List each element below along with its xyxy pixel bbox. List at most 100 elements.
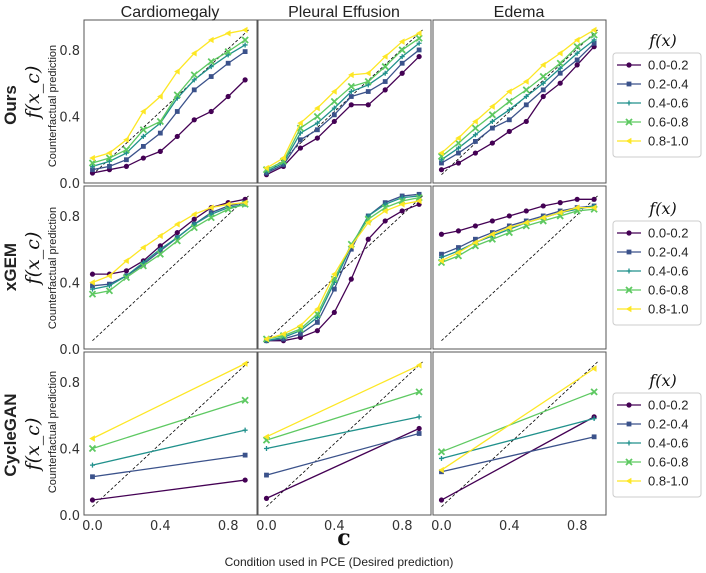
data-point xyxy=(124,157,129,163)
diagonal-reference-line xyxy=(266,361,423,507)
data-point xyxy=(106,283,112,289)
data-point xyxy=(241,199,248,206)
data-point xyxy=(242,42,248,48)
data-point xyxy=(556,59,564,67)
data-point xyxy=(331,112,337,118)
series-line xyxy=(266,32,420,169)
legend-entry: 0.0-0.2 xyxy=(617,226,688,241)
diagonal-reference-line xyxy=(441,361,598,507)
data-point xyxy=(455,134,461,142)
data-point xyxy=(455,249,461,256)
series-line xyxy=(441,205,595,259)
legend-box xyxy=(612,392,702,498)
data-point xyxy=(191,216,197,222)
legend-title: f(x) xyxy=(648,199,676,218)
data-point xyxy=(365,70,371,77)
legend-marker xyxy=(625,477,632,485)
data-point xyxy=(438,231,445,237)
data-point xyxy=(455,145,461,151)
data-point xyxy=(331,270,337,278)
data-point xyxy=(540,87,546,93)
data-point xyxy=(297,130,303,136)
data-point xyxy=(415,388,423,396)
data-point xyxy=(438,497,445,503)
data-point xyxy=(314,104,320,112)
x-axis-label: Condition used in PCE (Desired predictio… xyxy=(225,555,454,569)
data-point xyxy=(473,236,478,242)
data-point xyxy=(590,204,597,211)
data-point xyxy=(156,250,164,258)
data-point xyxy=(348,246,354,252)
data-point xyxy=(140,155,146,161)
data-point xyxy=(242,427,248,433)
data-point xyxy=(208,74,214,79)
y-tick-label: 0.8 xyxy=(59,210,80,225)
data-point xyxy=(314,127,320,133)
data-point xyxy=(416,414,422,420)
data-point xyxy=(122,273,131,282)
panel-r1-c1 xyxy=(257,185,432,350)
legend-entry: 0.0-0.2 xyxy=(617,58,688,73)
series-line xyxy=(92,454,246,478)
series-0.0-0.2 xyxy=(89,77,248,176)
data-point xyxy=(591,416,597,422)
data-point xyxy=(437,448,446,456)
data-point xyxy=(297,119,303,127)
data-point xyxy=(399,195,405,201)
legend-label: 0.0-0.2 xyxy=(648,226,688,241)
data-point xyxy=(416,40,422,46)
data-point xyxy=(523,219,529,226)
data-point xyxy=(173,91,181,99)
data-point xyxy=(472,223,479,229)
data-point xyxy=(438,149,444,157)
legend-entry: 0.8-1.0 xyxy=(617,134,688,149)
data-point xyxy=(191,117,197,123)
series-0.2-0.4 xyxy=(90,49,248,173)
legend-title: f(x) xyxy=(648,371,676,390)
data-point xyxy=(242,452,248,458)
series-line xyxy=(92,399,246,450)
data-point xyxy=(263,445,269,451)
data-point xyxy=(382,53,388,60)
data-point xyxy=(557,65,563,71)
x-tick-label: 0.0 xyxy=(82,519,103,534)
data-point xyxy=(398,46,406,54)
data-point xyxy=(207,57,215,66)
data-point xyxy=(382,207,388,215)
ylabel-row-0: Counterfactual prediction xyxy=(47,45,59,167)
data-point xyxy=(590,388,598,396)
data-point xyxy=(557,80,563,86)
data-point xyxy=(505,97,513,106)
data-point xyxy=(473,139,478,144)
x-tick-label: 0.8 xyxy=(392,519,413,534)
data-point xyxy=(90,474,95,480)
data-point xyxy=(382,201,388,207)
legend-label: 0.2-0.4 xyxy=(648,77,688,92)
series-line xyxy=(266,200,420,340)
panel-r0-c1 xyxy=(257,19,432,184)
data-point xyxy=(89,279,95,286)
data-point xyxy=(88,290,97,298)
series-0.0-0.2 xyxy=(438,44,597,173)
y-tick-label: 0.0 xyxy=(59,343,80,358)
data-point xyxy=(573,42,581,51)
data-point xyxy=(439,251,444,257)
series-line xyxy=(92,363,246,440)
data-point xyxy=(241,360,248,367)
data-point xyxy=(106,158,112,164)
legend-entry: 0.8-1.0 xyxy=(617,474,688,489)
data-point xyxy=(106,272,112,280)
data-point xyxy=(416,425,422,432)
data-point xyxy=(455,160,462,166)
data-point xyxy=(242,49,248,55)
legend-marker xyxy=(626,440,632,446)
data-point xyxy=(365,236,371,242)
data-point xyxy=(365,213,371,219)
data-point xyxy=(591,37,597,43)
data-point xyxy=(314,135,320,141)
data-point xyxy=(191,87,197,93)
series-0.6-0.8 xyxy=(88,396,249,453)
data-point xyxy=(506,107,512,113)
series-line xyxy=(441,34,595,157)
x-tick-label: 0.4 xyxy=(499,519,520,534)
